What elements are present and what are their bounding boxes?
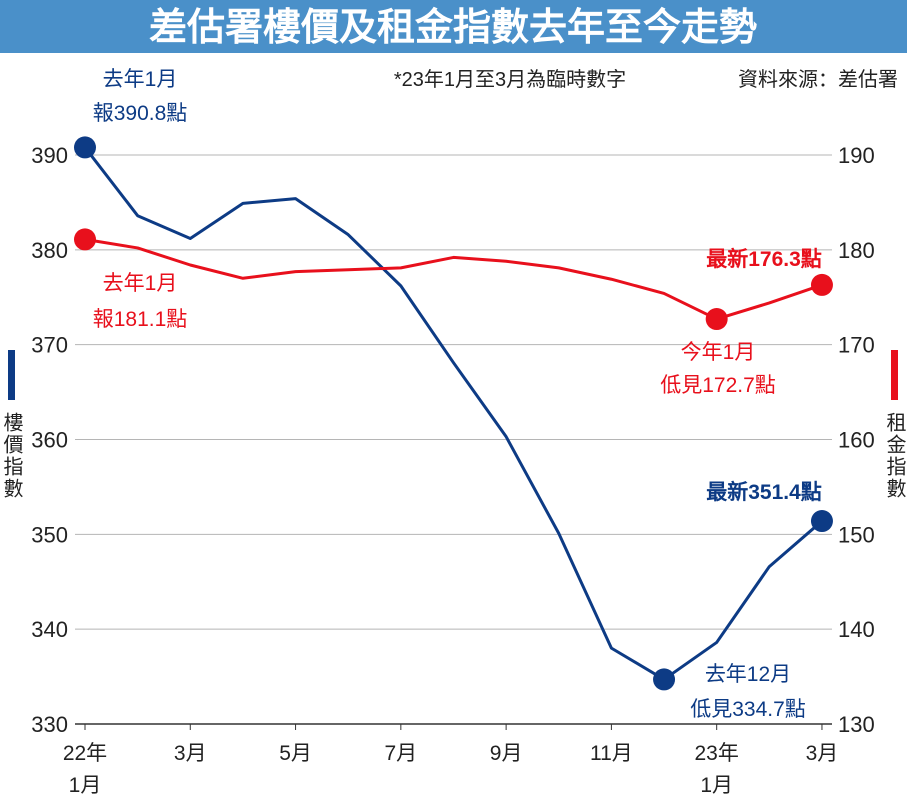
series-line-rent: [84, 237, 823, 321]
x-tick-label: 22年: [63, 742, 107, 765]
red-low-label-1: 今年1月: [681, 341, 756, 364]
data-point-marker: [810, 273, 833, 296]
chart-source: 資料來源：差估署: [738, 68, 898, 91]
y-tick-left: 390: [31, 143, 68, 168]
title-bar: [0, 0, 907, 53]
x-tick-label: 3月: [174, 742, 207, 765]
x-tick-label: 3月: [806, 742, 839, 765]
right-axis-marker: [891, 350, 898, 400]
red-start-label-1: 去年1月: [103, 272, 178, 295]
y-tick-right: 150: [838, 522, 875, 547]
y-tick-right: 180: [838, 238, 875, 263]
y-tick-left: 330: [31, 712, 68, 737]
y-tick-right: 190: [838, 143, 875, 168]
x-tick-label: 23年: [695, 742, 739, 765]
data-point-marker: [810, 510, 833, 533]
y-axis-label-left: 樓價指數: [0, 412, 24, 500]
series-line-price: [83, 146, 823, 681]
data-point-marker: [74, 228, 96, 251]
blue-latest-label: 最新351.4點: [706, 480, 822, 504]
y-tick-right: 140: [838, 617, 875, 642]
x-tick-label: 9月: [490, 742, 523, 765]
x-tick-label: 11月: [590, 742, 633, 765]
y-tick-left: 350: [31, 522, 68, 547]
y-tick-left: 370: [31, 333, 68, 358]
y-tick-left: 360: [31, 428, 68, 453]
blue-low-label-2: 低見334.7點: [690, 698, 806, 721]
y-tick-right: 130: [838, 712, 875, 737]
x-tick-label: 5月: [279, 742, 312, 765]
y-tick-left: 340: [31, 617, 68, 642]
blue-start-label-2: 報390.8點: [93, 102, 188, 125]
blue-start-label-1: 去年1月: [103, 68, 178, 91]
chart-title: 差估署樓價及租金指數去年至今走勢: [149, 6, 757, 49]
y-tick-right: 160: [838, 428, 875, 453]
blue-low-label-1: 去年12月: [705, 663, 791, 686]
red-low-label-2: 低見172.7點: [660, 374, 776, 397]
red-start-label-2: 報181.1點: [93, 308, 188, 331]
chart-note: *23年1月至3月為臨時數字: [394, 68, 626, 91]
data-point-marker: [653, 668, 676, 691]
y-tick-right: 170: [838, 333, 875, 358]
x-tick-label: 7月: [384, 742, 417, 765]
data-point-marker: [74, 136, 96, 159]
red-latest-label: 最新176.3點: [706, 247, 822, 271]
data-point-marker: [705, 308, 728, 331]
y-axis-label-right: 租金指數: [883, 412, 907, 500]
x-tick-label-line2: 1月: [700, 774, 733, 797]
x-tick-label-line2: 1月: [69, 774, 102, 797]
left-axis-marker: [8, 350, 15, 400]
y-tick-left: 380: [31, 238, 68, 263]
